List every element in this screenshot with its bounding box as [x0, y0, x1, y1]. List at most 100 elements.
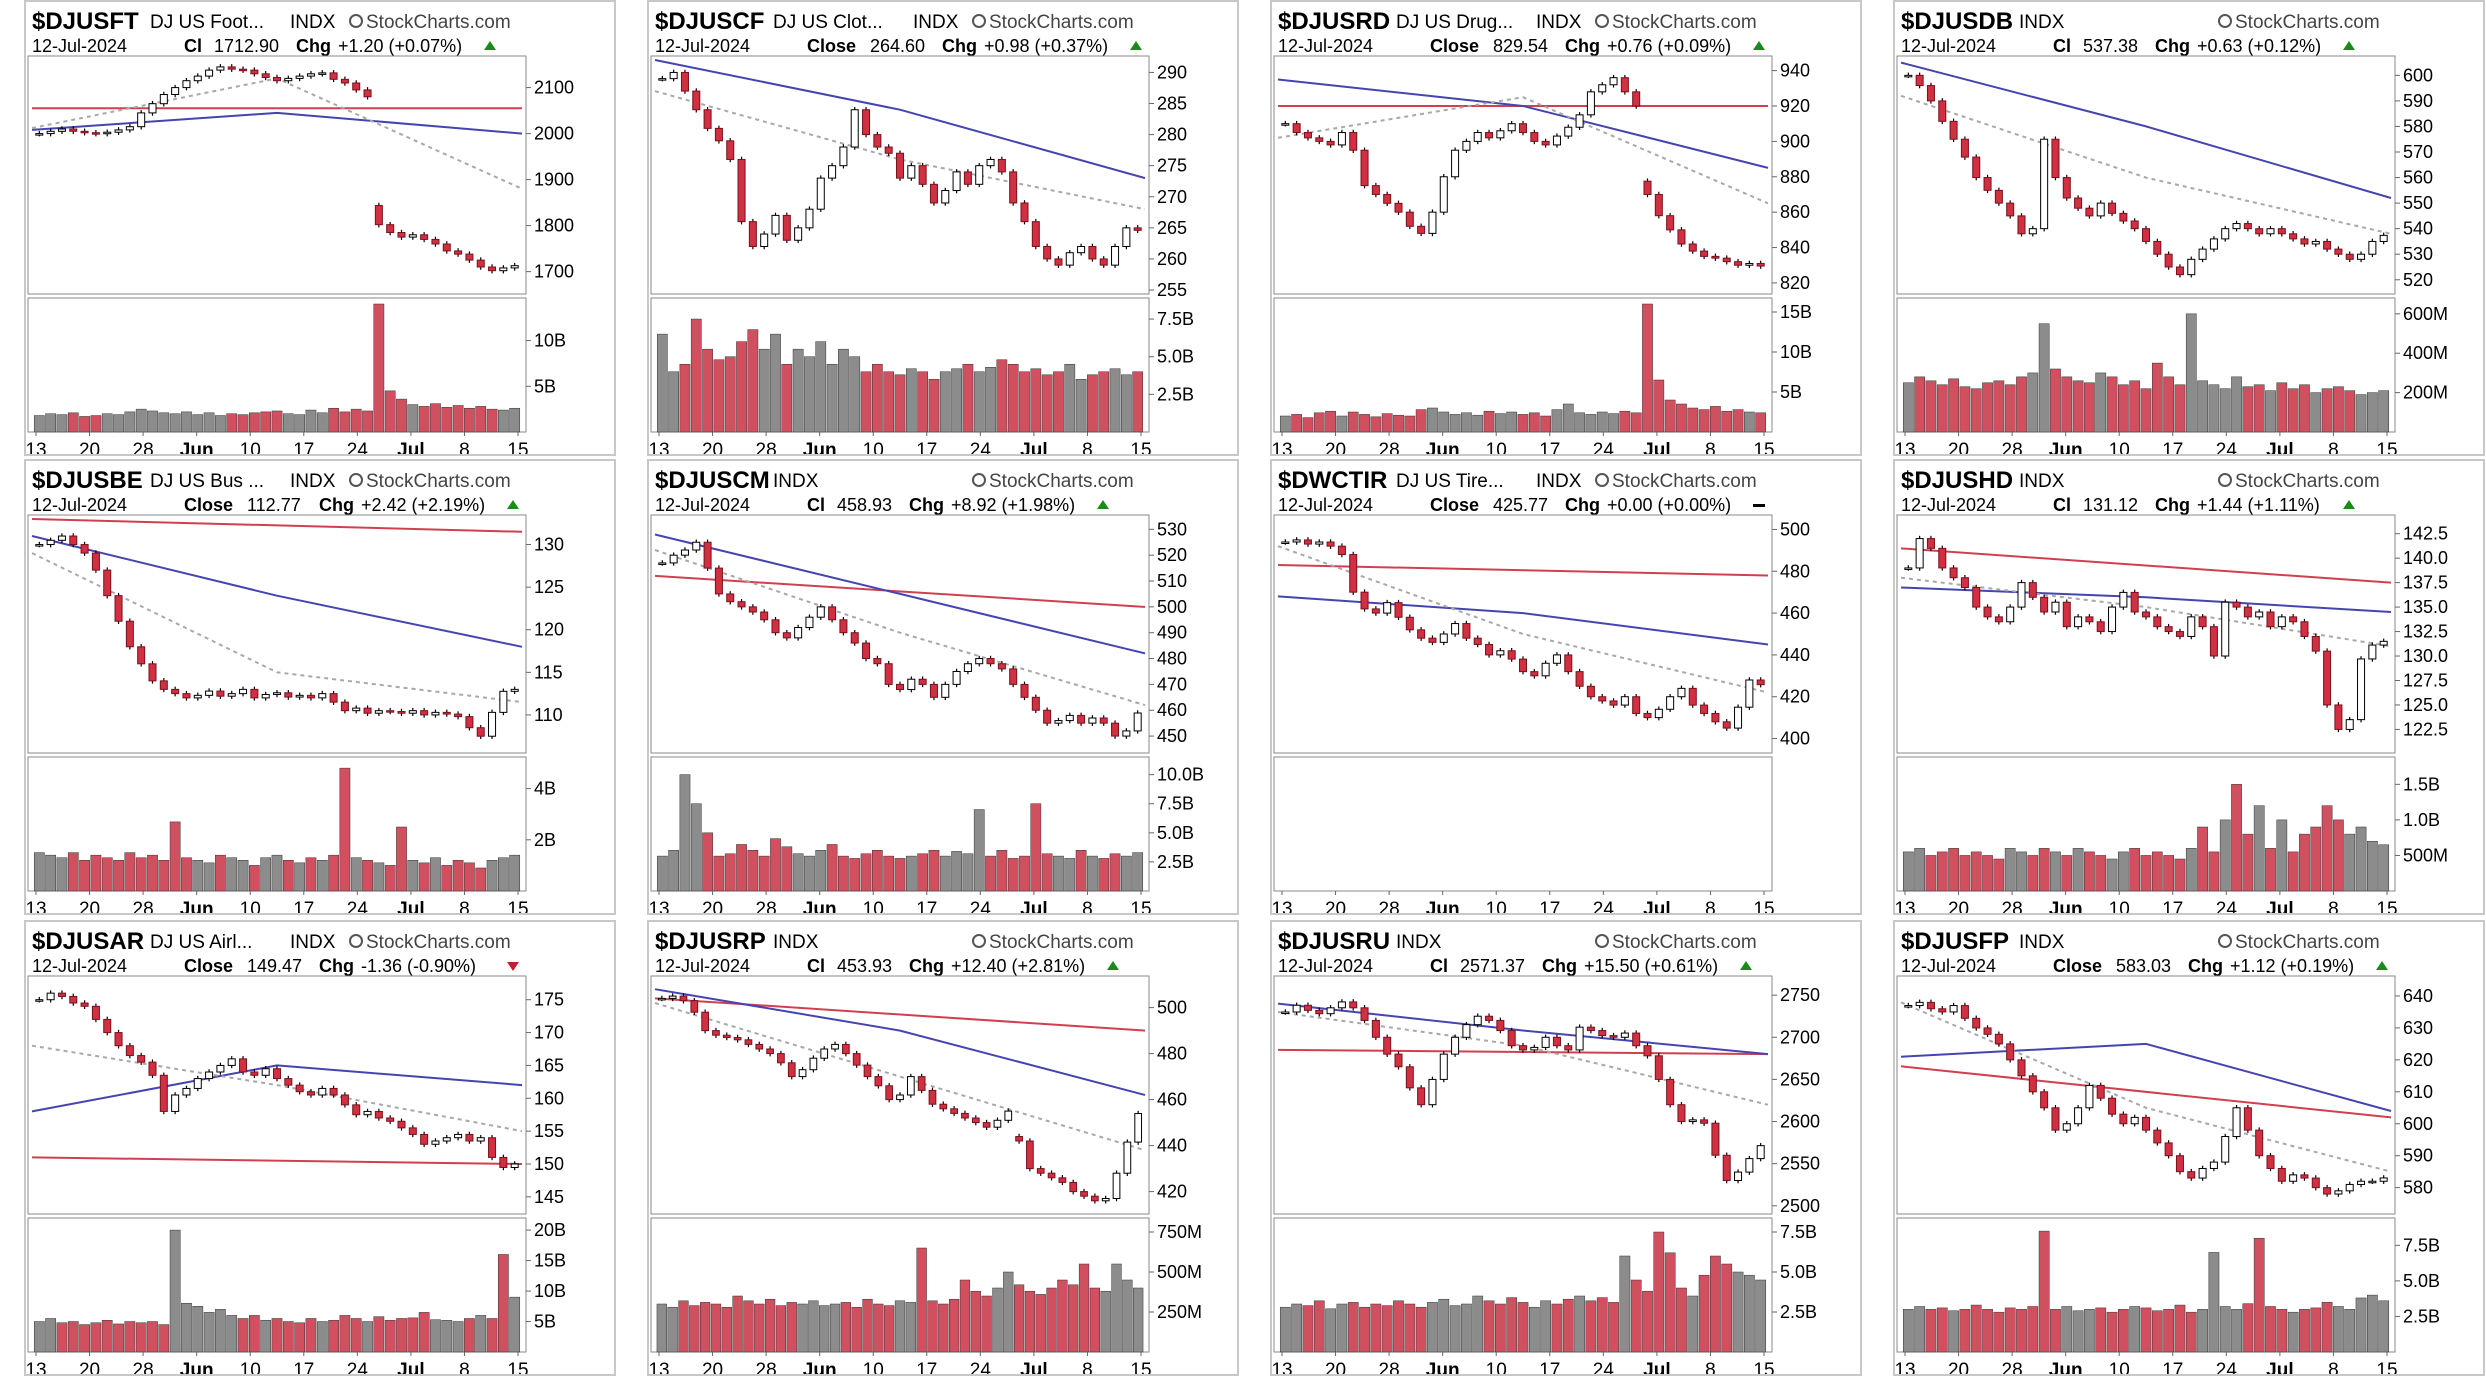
volume-bar [2253, 384, 2265, 433]
x-tick-label: 20 [1948, 440, 1969, 454]
volume-bar [826, 844, 838, 892]
chart-panel: $DJUSBE DJ US Bus ... INDX StockCharts.com 1… [24, 459, 616, 920]
volume-bar [1068, 1284, 1079, 1353]
volume-tick-label: 2.5B [2403, 1306, 2440, 1326]
chart-symbol: $DJUSBE [32, 467, 143, 494]
volume-bar [1098, 371, 1110, 433]
candle [2062, 1123, 2071, 1131]
volume-bar [2333, 386, 2344, 433]
chart-panel: $DJUSFT DJ US Foot... INDX StockCharts.com 1… [24, 0, 616, 461]
candle [318, 1087, 327, 1096]
x-tick-label: 8 [1705, 440, 1716, 454]
candle [46, 130, 55, 135]
x-tick-label: 13 [1272, 899, 1293, 913]
candle [1020, 683, 1029, 698]
candle [782, 214, 791, 241]
candle [35, 133, 44, 136]
volume-bar [1121, 374, 1132, 433]
candle [1134, 1113, 1143, 1143]
volume-bar [2265, 1306, 2276, 1353]
volume-bar [1087, 374, 1098, 433]
candle [1734, 261, 1743, 266]
x-tick-label: Jul [2266, 899, 2293, 913]
volume-bar [2197, 826, 2208, 892]
close-value: 537.38 [2083, 36, 2138, 56]
candle [690, 1000, 699, 1013]
candle [1666, 215, 1675, 231]
candle [205, 1071, 214, 1080]
volume-bar [147, 410, 158, 433]
volume-bar [2084, 851, 2095, 892]
candle [2311, 635, 2320, 652]
volume-bar [362, 1321, 373, 1353]
x-tick-label: 15 [1130, 1360, 1151, 1374]
volume-bar [2378, 1300, 2390, 1353]
candle [755, 1043, 764, 1050]
chart-date: 12-Jul-2024 [655, 956, 750, 976]
volume-bar [1495, 413, 1506, 433]
candle [993, 1119, 1002, 1128]
candle [1609, 700, 1618, 706]
volume-tick-label: 500M [1157, 1262, 1202, 1282]
volume-bar [124, 411, 136, 433]
candle [2017, 582, 2026, 608]
volume-bar [2095, 1307, 2107, 1353]
candle [272, 692, 282, 695]
candle [2266, 228, 2275, 235]
x-tick-label: Jul [397, 440, 424, 454]
candle [1722, 257, 1731, 263]
volume-bar [951, 368, 962, 433]
volume-bar [786, 1302, 797, 1353]
price-tick-label: 940 [1780, 61, 1810, 81]
volume-bar [237, 414, 249, 433]
chart-svg: $DWCTIR DJ US Tire... INDX StockCharts.com 1… [1271, 467, 1810, 920]
candle [1632, 91, 1641, 107]
volume-bar [1619, 1255, 1631, 1353]
volume-bar [1370, 416, 1382, 433]
candle [952, 670, 961, 685]
volume-bar [970, 1290, 981, 1353]
candle [828, 165, 837, 179]
moving-average-mid [1277, 78, 1769, 169]
candle [2187, 616, 2196, 637]
candle [2040, 1091, 2049, 1109]
volume-bar [851, 1306, 862, 1353]
volume-bar [927, 1300, 938, 1353]
candle [2108, 1097, 2117, 1115]
volume-bar [1438, 1298, 1450, 1353]
volume-bar [1030, 368, 1042, 433]
volume-bar [775, 1305, 787, 1353]
candle [420, 710, 429, 716]
chart-panel: $DJUSAR DJ US Airl... INDX StockCharts.com 1… [24, 920, 616, 1379]
candle [352, 707, 361, 712]
candle [2130, 1116, 2139, 1125]
volume-bar [2355, 826, 2367, 892]
price-tick-label: 2000 [534, 124, 574, 144]
candle [1065, 252, 1074, 266]
candle [261, 73, 270, 78]
chg-value: +12.40 (+2.81%) [951, 956, 1085, 976]
volume-bar [260, 411, 272, 433]
volume-bar [1313, 412, 1325, 433]
candle [374, 204, 383, 226]
x-tick-label: Jun [803, 440, 837, 454]
candle [103, 131, 112, 135]
candle [1972, 1017, 1981, 1029]
x-tick-label: Jun [2049, 1360, 2083, 1374]
volume-bar [2004, 848, 2016, 892]
volume-bar [1007, 858, 1019, 892]
volume-bar [2038, 1230, 2050, 1353]
candle [1451, 623, 1460, 635]
candle [2209, 1161, 2218, 1169]
volume-bar [203, 862, 215, 892]
candle [839, 146, 848, 167]
candle [1722, 721, 1731, 729]
candle [1994, 189, 2003, 204]
price-tick-label: 2700 [1780, 1027, 1820, 1047]
volume-bar [407, 1317, 419, 1353]
candle [701, 1011, 709, 1032]
candle [329, 72, 338, 80]
volume-bar [67, 412, 79, 433]
volume-bar [373, 862, 385, 892]
candle [239, 1058, 248, 1073]
